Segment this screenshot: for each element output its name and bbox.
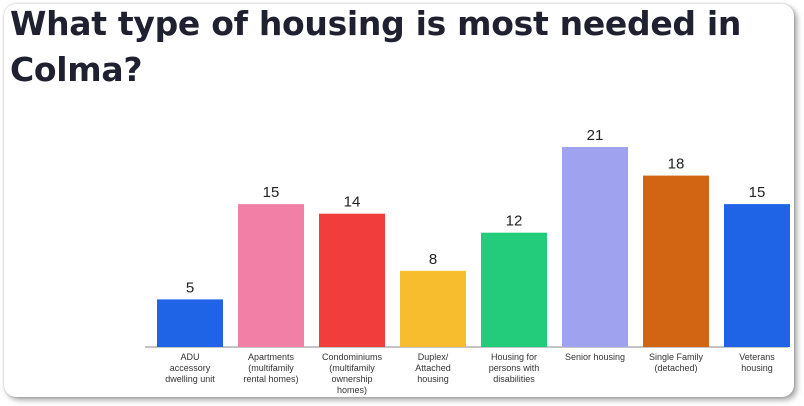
data-label: 18: [668, 156, 685, 173]
chart-card: What type of housing is most needed in C…: [4, 4, 794, 397]
category-label-line: Housing for: [491, 352, 537, 362]
bar: [481, 232, 547, 347]
bar: [724, 204, 790, 347]
category-label: ADU accessory dwelling unit: [165, 352, 215, 384]
category-label-line: ADU: [180, 352, 199, 362]
data-label: 15: [749, 184, 766, 201]
category-label-line: housing: [417, 374, 449, 384]
bar: [238, 204, 304, 347]
category-label-line: dwelling unit: [165, 374, 215, 384]
category-label: Veterans housing: [739, 352, 775, 373]
category-label-line: Veterans: [739, 352, 775, 362]
bar: [643, 175, 709, 347]
category-label-line: ownership: [331, 374, 372, 384]
data-label: 8: [429, 251, 437, 268]
category-label: Single Family (detached): [649, 352, 704, 373]
category-label-line: homes): [337, 385, 367, 395]
chart-title: What type of housing is most needed in C…: [10, 4, 742, 89]
category-label-line: disabilities: [493, 374, 535, 384]
category-label-line: Single Family: [649, 352, 704, 362]
category-label-line: accessory: [170, 363, 211, 373]
category-label-line: Condominiums: [322, 352, 383, 362]
category-label-line: rental homes): [243, 374, 298, 384]
category-label: Duplex/Attached housing: [415, 352, 451, 384]
category-label-line: (multifamily: [248, 363, 294, 373]
data-label: 12: [506, 213, 523, 230]
data-label: 21: [587, 127, 604, 144]
category-label-line: Senior housing: [565, 352, 625, 362]
category-label: Senior housing: [565, 352, 625, 362]
category-label-line: (multifamily: [329, 363, 375, 373]
data-label: 5: [186, 279, 194, 296]
category-label-line: (detached): [654, 363, 697, 373]
category-label: Apartments (multifamily rental homes): [243, 352, 298, 384]
bar: [157, 299, 223, 347]
category-label-line: persons with: [489, 363, 540, 373]
category-label-line: Apartments: [248, 352, 295, 362]
category-label: Condominiums (multifamily ownership homes): [322, 352, 383, 395]
category-label-line: housing: [741, 363, 773, 373]
data-label: 14: [344, 194, 361, 211]
bar: [562, 147, 628, 347]
data-label: 15: [263, 184, 280, 201]
bar: [319, 213, 385, 347]
category-label-line: Duplex/: [418, 352, 449, 362]
category-label: Housing for persons with disabilities: [489, 352, 540, 384]
bar: [400, 270, 466, 347]
category-label-line: Attached: [415, 363, 451, 373]
